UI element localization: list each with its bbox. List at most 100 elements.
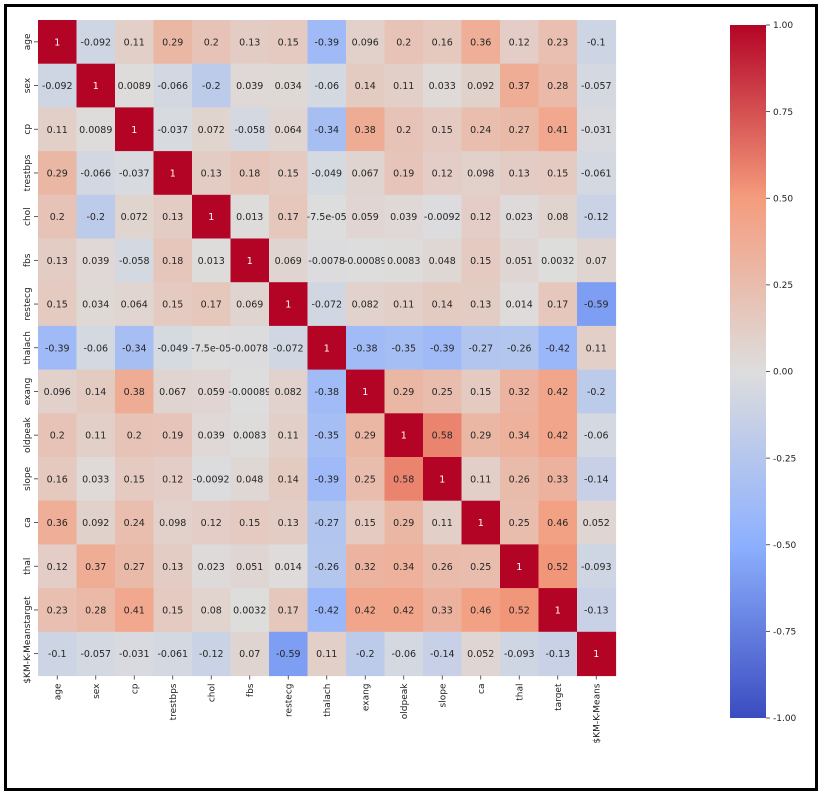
cell-value-label: 0.092 (467, 81, 494, 92)
heatmap-cell (384, 413, 424, 458)
cell-value-label: 0.29 (47, 168, 68, 179)
heatmap-cell (500, 238, 540, 283)
cell-value-label: -0.072 (311, 300, 342, 311)
cell-value-label: 0.0032 (541, 256, 574, 267)
heatmap-cell (230, 631, 270, 677)
cell-value-label: 0.15 (432, 125, 453, 136)
cell-value-label: 0.08 (547, 212, 568, 223)
cell-value-label: -0.031 (581, 125, 612, 136)
heatmap-cell (577, 107, 617, 152)
cell-value-label: -0.34 (122, 343, 147, 354)
heatmap-cell (153, 238, 193, 283)
heatmap-cell (307, 500, 347, 545)
cell-value-label: -0.037 (157, 125, 188, 136)
heatmap-cell (192, 325, 232, 371)
cell-value-label: 0.29 (355, 431, 376, 442)
cell-value-label: -0.14 (430, 649, 455, 660)
x-tick-label: oldpeak (400, 683, 410, 719)
colorbar-gradient (730, 25, 766, 718)
y-tick-label: chol (23, 207, 33, 226)
cell-value-label: -0.39 (314, 37, 339, 48)
heatmap-cell (384, 631, 424, 677)
cell-value-label: -0.59 (276, 649, 301, 660)
heatmap-cell (461, 457, 501, 502)
cell-value-label: -0.12 (199, 649, 224, 660)
heatmap-cell (307, 20, 347, 65)
heatmap-cell (230, 107, 270, 152)
cell-value-label: 0.11 (586, 343, 607, 354)
cell-value-label: 0.32 (355, 562, 376, 573)
heatmap-cell (577, 325, 617, 371)
heatmap-cell (307, 631, 347, 677)
heatmap-cell (500, 457, 540, 502)
cell-value-label: 0.11 (393, 81, 414, 92)
colorbar-tick-label: -1.00 (773, 714, 797, 724)
colorbar-tick-label: 1.00 (773, 21, 793, 31)
cell-value-label: 1 (131, 125, 137, 136)
cell-value-label: 0.15 (355, 518, 376, 529)
heatmap-cell (307, 194, 347, 240)
x-tick-label: fbs (246, 683, 256, 697)
cell-value-label: 0.12 (162, 474, 183, 485)
cell-value-label: 1 (516, 562, 522, 573)
heatmap-cell (307, 282, 347, 327)
heatmap-cell (307, 588, 347, 633)
cell-value-label: 0.12 (432, 168, 453, 179)
cell-value-label: 0.023 (506, 212, 533, 223)
heatmap-cell (269, 588, 309, 633)
cell-value-label: 0.12 (201, 518, 222, 529)
cell-value-label: 0.28 (547, 81, 568, 92)
heatmap-cell (269, 282, 309, 327)
y-tick-label: $KM-K-Means (23, 623, 33, 683)
cell-value-label: 0.11 (124, 37, 145, 48)
cell-value-label: 0.17 (201, 300, 222, 311)
cell-value-label: 0.067 (352, 168, 379, 179)
cell-value-label: -0.06 (314, 81, 339, 92)
heatmap-cell (192, 282, 232, 327)
heatmap-cell (76, 588, 116, 633)
heatmap-cell (153, 588, 193, 633)
cell-value-label: -0.14 (584, 474, 609, 485)
heatmap-cell (230, 194, 270, 240)
heatmap-cell (423, 325, 463, 371)
heatmap-cell (269, 631, 309, 677)
heatmap-cell (461, 20, 501, 65)
cell-value-label: -0.59 (584, 300, 609, 311)
heatmap-cell (269, 457, 309, 502)
cell-value-label: 0.15 (278, 168, 299, 179)
heatmap-cell (384, 107, 424, 152)
heatmap-cell (192, 194, 232, 240)
colorbar-tick-label: 0.50 (773, 194, 793, 204)
heatmap-cell (230, 457, 270, 502)
x-tick-label: exang (361, 684, 371, 712)
cell-value-label: 0.096 (44, 387, 71, 398)
heatmap-cell (307, 544, 347, 589)
colorbar-tick-label: 0.25 (773, 281, 793, 291)
heatmap-cell (76, 194, 116, 240)
heatmap-cell (153, 544, 193, 589)
cell-value-label: -0.066 (80, 168, 111, 179)
cell-value-label: -0.42 (314, 605, 339, 616)
heatmap-cell (76, 151, 116, 196)
heatmap-cell (461, 413, 501, 458)
heatmap-cell (38, 325, 78, 371)
cell-value-label: 0.29 (393, 518, 414, 529)
cell-value-label: 0.0089 (79, 125, 112, 136)
heatmap-cell (384, 325, 424, 371)
heatmap-cell (577, 544, 617, 589)
cell-value-label: 0.46 (470, 605, 491, 616)
x-tick-label: sex (92, 683, 102, 699)
x-tick-label: thalach (323, 684, 333, 717)
heatmap-cell (500, 194, 540, 240)
cell-value-label: 0.11 (470, 474, 491, 485)
heatmap-cell (307, 238, 347, 283)
cell-value-label: 0.15 (239, 518, 260, 529)
cell-value-label: 0.29 (162, 37, 183, 48)
cell-value-label: -0.049 (157, 343, 188, 354)
heatmap-cell (461, 238, 501, 283)
x-tick-label: age (53, 683, 63, 700)
cell-value-label: 0.082 (275, 387, 302, 398)
heatmap-cell (307, 325, 347, 371)
y-tick-label: fbs (23, 253, 33, 267)
heatmap-cell (153, 457, 193, 502)
